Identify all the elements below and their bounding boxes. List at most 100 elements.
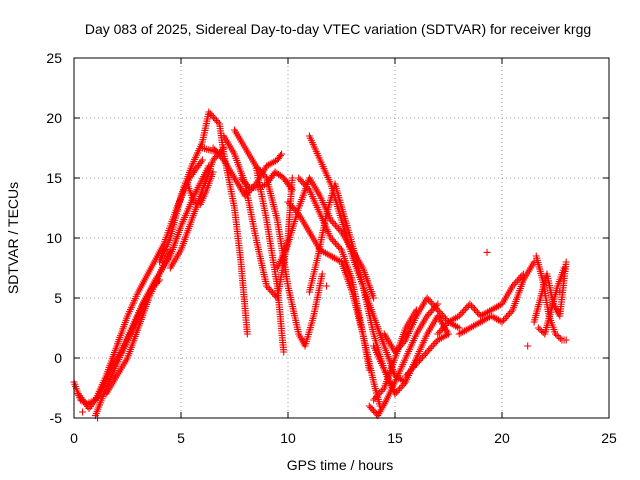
data-point	[211, 154, 219, 162]
grid	[74, 58, 609, 418]
data-point	[333, 241, 341, 249]
data-point	[501, 315, 509, 323]
data-point	[423, 312, 431, 320]
data-point	[376, 389, 384, 397]
data-point	[483, 248, 491, 256]
data-point	[287, 201, 295, 209]
data-point	[397, 383, 405, 391]
data-point	[267, 287, 275, 295]
data-point	[330, 237, 338, 245]
data-point	[244, 182, 252, 190]
x-tick-label: 10	[280, 430, 296, 446]
data-point	[414, 358, 422, 366]
data-point	[295, 174, 303, 182]
data-point	[562, 258, 570, 266]
data-point	[290, 205, 298, 213]
data-point	[286, 200, 294, 208]
data-point	[429, 341, 437, 349]
data-point	[437, 327, 445, 335]
data-point	[252, 162, 260, 170]
data-point	[379, 386, 387, 394]
data-point	[209, 156, 217, 164]
data-point	[493, 303, 501, 311]
data-point	[426, 309, 434, 317]
data-point	[214, 118, 222, 126]
data-point	[331, 221, 339, 229]
data-point	[415, 357, 423, 365]
data-point	[255, 165, 263, 173]
data-point	[208, 111, 216, 119]
data-point	[391, 390, 399, 398]
data-point	[425, 346, 433, 354]
data-point	[212, 117, 220, 125]
x-tick-label: 20	[494, 430, 510, 446]
data-point	[441, 315, 449, 323]
data-point	[209, 168, 217, 176]
data-point	[422, 350, 430, 358]
data-point	[503, 313, 511, 321]
x-tick-label: 5	[177, 430, 185, 446]
data-point	[534, 324, 542, 332]
data-point	[524, 342, 532, 350]
data-point	[336, 226, 344, 234]
data-point	[402, 372, 410, 380]
data-point	[493, 315, 501, 323]
data-point	[256, 167, 264, 175]
x-axis-label: GPS time / hours	[287, 457, 394, 473]
data-point	[471, 321, 479, 329]
data-point	[400, 380, 408, 388]
data-point	[439, 333, 447, 341]
data-point	[455, 312, 463, 320]
data-point	[507, 308, 515, 316]
data-point	[552, 330, 559, 338]
data-point	[284, 198, 292, 206]
data-point	[292, 207, 300, 215]
data-point	[423, 294, 431, 302]
data-point	[301, 181, 309, 189]
data-point	[480, 310, 488, 318]
data-point	[261, 172, 269, 180]
data-point	[470, 305, 478, 313]
data-point	[370, 396, 378, 404]
data-point	[455, 324, 463, 332]
data-point	[334, 243, 342, 251]
data-point	[304, 184, 312, 192]
data-point	[457, 310, 465, 318]
data-point	[461, 305, 469, 313]
data-point	[500, 316, 508, 324]
data-point	[209, 113, 217, 121]
data-point	[205, 108, 213, 116]
data-point	[437, 334, 445, 342]
data-point	[428, 299, 436, 307]
data-point	[327, 216, 335, 224]
data-point	[453, 323, 461, 331]
data-point	[405, 369, 413, 377]
data-point	[243, 330, 251, 338]
data-point	[464, 325, 472, 333]
data-point	[332, 255, 340, 263]
data-point	[475, 319, 483, 327]
data-point	[423, 348, 431, 356]
data-point	[435, 308, 443, 316]
data-point	[288, 174, 296, 182]
data-point	[260, 171, 268, 179]
data-point	[299, 179, 307, 187]
data-point	[428, 343, 436, 351]
data-point	[463, 303, 471, 311]
data-point	[412, 360, 420, 368]
y-tick-label: 0	[54, 350, 62, 366]
data-point	[435, 328, 443, 336]
data-point	[425, 296, 433, 304]
data-point	[264, 284, 272, 292]
data-point	[445, 318, 452, 326]
data-point	[408, 365, 416, 373]
data-point	[480, 316, 488, 324]
data-point	[506, 309, 514, 317]
data-point	[510, 280, 518, 288]
data-point	[396, 385, 404, 393]
data-point	[467, 302, 475, 310]
data-point	[434, 306, 442, 314]
data-point	[426, 345, 434, 353]
data-point	[409, 363, 417, 371]
x-tick-label: 15	[387, 430, 403, 446]
